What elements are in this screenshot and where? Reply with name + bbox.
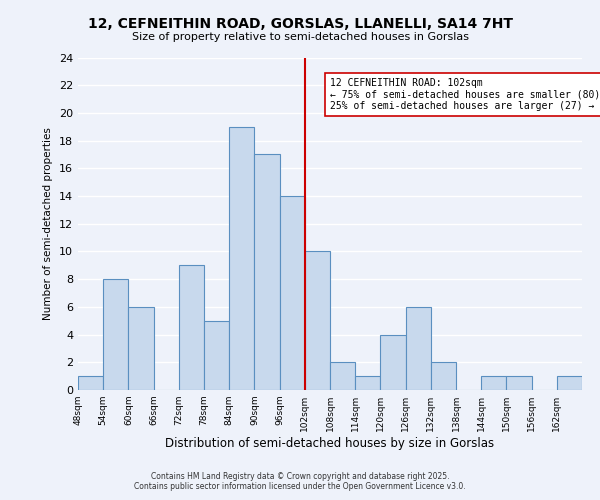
Bar xyxy=(481,376,506,390)
Bar xyxy=(305,252,330,390)
Bar xyxy=(280,196,305,390)
Bar xyxy=(128,307,154,390)
Y-axis label: Number of semi-detached properties: Number of semi-detached properties xyxy=(43,128,53,320)
Bar xyxy=(330,362,355,390)
Bar xyxy=(254,154,280,390)
X-axis label: Distribution of semi-detached houses by size in Gorslas: Distribution of semi-detached houses by … xyxy=(166,437,494,450)
Bar xyxy=(380,334,406,390)
Bar xyxy=(204,320,229,390)
Bar xyxy=(506,376,532,390)
Text: 12 CEFNEITHIN ROAD: 102sqm
← 75% of semi-detached houses are smaller (80)
25% of: 12 CEFNEITHIN ROAD: 102sqm ← 75% of semi… xyxy=(330,78,600,112)
Bar xyxy=(229,127,254,390)
Bar xyxy=(355,376,380,390)
Bar xyxy=(103,279,128,390)
Text: 12, CEFNEITHIN ROAD, GORSLAS, LLANELLI, SA14 7HT: 12, CEFNEITHIN ROAD, GORSLAS, LLANELLI, … xyxy=(88,18,512,32)
Bar xyxy=(406,307,431,390)
Text: Size of property relative to semi-detached houses in Gorslas: Size of property relative to semi-detach… xyxy=(131,32,469,42)
Bar xyxy=(78,376,103,390)
Text: Contains HM Land Registry data © Crown copyright and database right 2025.
Contai: Contains HM Land Registry data © Crown c… xyxy=(134,472,466,491)
Bar xyxy=(179,266,204,390)
Bar xyxy=(431,362,456,390)
Bar xyxy=(557,376,582,390)
